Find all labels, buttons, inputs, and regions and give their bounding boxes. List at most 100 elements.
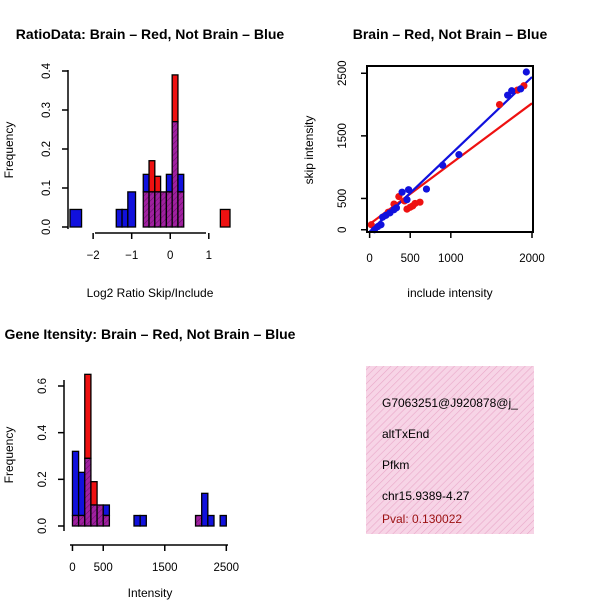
hist-bar-not-brain	[177, 173, 185, 193]
scatter-points	[367, 68, 530, 234]
hist-bar-not-brain	[127, 191, 137, 228]
hist-bar-brain	[90, 481, 98, 506]
y-tick-label: 2500	[337, 60, 349, 86]
hist-bar-overlap-hatch	[166, 191, 173, 227]
info-panel: G7063251@J920878@j_ altTxEnd Pfkm chr15.…	[366, 366, 534, 534]
intensity-hist-ylabel: Frequency	[2, 427, 16, 484]
y-tick-label: 0.0	[41, 219, 53, 235]
x-tick-label: 2000	[519, 253, 545, 265]
y-tick-label: 0	[337, 227, 349, 233]
scatter-point-brain	[495, 100, 504, 109]
intensity-hist-ticks: 0 500 1500 2500 0.0 0.2 0.4 0.6	[37, 378, 239, 574]
hist-bar-overlap-hatch	[149, 191, 155, 227]
ratio-hist-title: RatioData: Brain – Red, Not Brain – Blue	[16, 26, 285, 42]
y-tick-label: 0.0	[37, 518, 49, 534]
hist-bar-brain	[154, 175, 162, 193]
info-box-hatching	[366, 366, 534, 534]
hist-bar-not-brain	[165, 173, 173, 193]
y-tick-label: 0.4	[41, 62, 53, 79]
x-tick-label: 1000	[438, 253, 464, 265]
hist-bar-overlap-hatch	[72, 515, 79, 526]
ratio-hist-ylabel: Frequency	[2, 122, 16, 179]
hist-bar-not-brain	[219, 514, 227, 527]
ratio-hist-ticks: −2 −1 0 1 0.0 0.1 0.2 0.3 0.4	[41, 62, 212, 262]
hist-bar-not-brain	[102, 504, 111, 517]
x-tick-label: 0	[366, 253, 372, 265]
scatter-point-not-brain	[403, 196, 411, 204]
info-gene-name: Pfkm	[382, 458, 409, 472]
ratio-histogram-panel: RatioData: Brain – Red, Not Brain – Blue…	[2, 26, 284, 300]
intensity-histogram-panel: Gene Itensity: Brain – Red, Not Brain – …	[2, 326, 296, 600]
intensity-hist-xlabel: Intensity	[128, 586, 173, 600]
y-tick-label: 500	[337, 189, 349, 208]
scatter-point-not-brain	[517, 85, 525, 93]
scatter-ylabel: skip intensity	[302, 116, 316, 185]
hist-bar-overlap-hatch	[177, 191, 184, 227]
hist-bar-overlap-hatch	[84, 458, 91, 526]
scatter-point-not-brain	[439, 161, 447, 169]
info-event-type: altTxEnd	[382, 427, 429, 441]
scatter-point-not-brain	[392, 204, 401, 212]
info-box-clip: G7063251@J920878@j_ altTxEnd Pfkm chr15.…	[382, 396, 518, 526]
x-tick-label: −2	[87, 250, 100, 262]
hist-bar-not-brain	[121, 208, 129, 228]
hist-bar-not-brain	[115, 208, 123, 228]
hist-bar-overlap-hatch	[195, 515, 202, 526]
x-tick-label: −1	[125, 250, 138, 262]
intensity-hist-bars	[71, 373, 227, 527]
x-tick-label: 1	[206, 250, 212, 262]
y-tick-label: 0.6	[37, 378, 49, 394]
scatter-point-not-brain	[455, 151, 463, 159]
hist-bar-overlap-hatch	[78, 515, 85, 526]
hist-bar-not-brain	[207, 514, 215, 527]
scatter-point-not-brain	[377, 221, 385, 229]
scatter-plot-box	[366, 65, 534, 233]
scatter-point-not-brain	[422, 185, 431, 193]
x-tick-label: 2500	[214, 562, 240, 574]
hist-bar-not-brain	[142, 173, 150, 193]
scatter-point-not-brain	[398, 188, 406, 196]
scatter-point-not-brain	[404, 186, 413, 194]
y-tick-label: 0.2	[37, 471, 49, 487]
y-tick-label: 0.1	[41, 180, 53, 196]
scatter-xlabel: include intensity	[407, 286, 492, 300]
y-tick-label: 1500	[337, 123, 349, 149]
hist-bar-not-brain	[133, 514, 141, 527]
scatter-point-not-brain	[522, 68, 530, 76]
hist-bar-brain	[219, 208, 231, 228]
hist-bar-overlap-hatch	[143, 191, 150, 227]
hist-bar-overlap-hatch	[90, 505, 98, 526]
hist-bar-not-brain	[69, 208, 83, 228]
y-tick-label: 0.2	[41, 141, 53, 157]
ratio-hist-bars	[69, 74, 231, 228]
hist-bar-not-brain	[77, 471, 86, 517]
info-location: chr15.9389-4.27	[382, 489, 470, 503]
y-tick-label: 0.4	[37, 424, 49, 441]
x-tick-label: 0	[69, 562, 75, 574]
hist-bar-overlap-hatch	[97, 505, 104, 526]
x-tick-label: 500	[401, 253, 420, 265]
hist-bar-brain	[84, 373, 92, 459]
hist-bar-brain	[148, 160, 156, 193]
scatter-ticks: 0 500 1000 2000 0 500 1500 2500	[337, 60, 545, 265]
hist-bar-overlap-hatch	[172, 121, 178, 227]
scatter-point-not-brain	[508, 87, 516, 95]
ratio-hist-xlabel: Log2 Ratio Skip/Include	[87, 286, 214, 300]
hist-bar-overlap-hatch	[103, 515, 110, 526]
info-pvalue: Pval: 0.130022	[382, 512, 462, 526]
hist-bar-not-brain	[139, 514, 147, 527]
hist-bar-not-brain	[71, 450, 80, 517]
hist-bar-not-brain	[201, 492, 209, 527]
x-tick-label: 0	[167, 250, 173, 262]
hist-bar-overlap-hatch	[154, 191, 161, 227]
x-tick-label: 1500	[152, 562, 178, 574]
x-tick-label: 500	[94, 562, 113, 574]
info-transcript-id: G7063251@J920878@j_	[382, 396, 518, 410]
hist-bar-overlap-hatch	[160, 191, 167, 227]
scatter-panel: Brain – Red, Not Brain – Blue 0 500 1000 20…	[302, 26, 547, 300]
scatter-title: Brain – Red, Not Brain – Blue	[353, 26, 548, 42]
scatter-point-brain	[416, 198, 424, 206]
hist-bar-brain	[171, 74, 179, 123]
